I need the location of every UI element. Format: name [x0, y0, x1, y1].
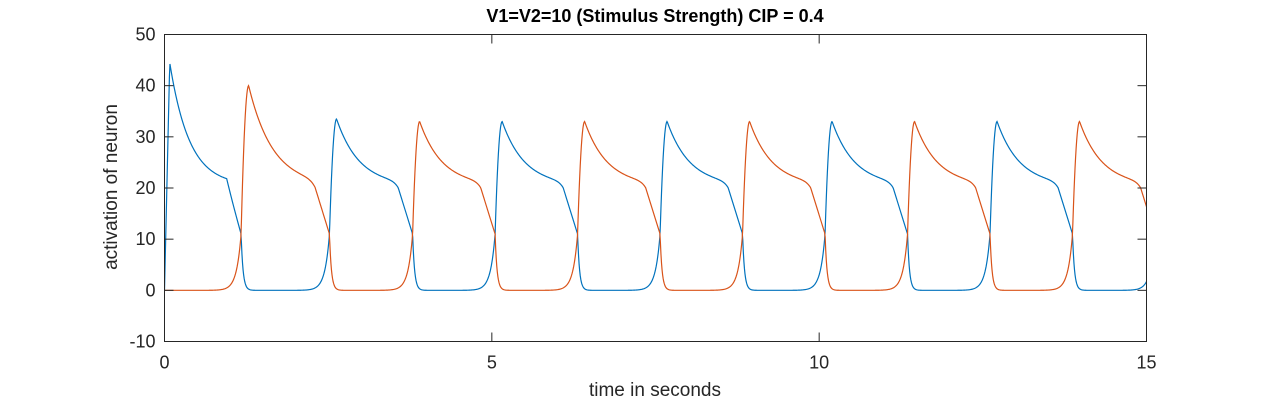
y-axis-label: activation of neuron	[101, 104, 122, 270]
series-line-neuron-1	[164, 63, 1147, 291]
series-line-neuron-2	[164, 84, 1147, 291]
chart-title: V1=V2=10 (Stimulus Strength) CIP = 0.4	[486, 6, 823, 26]
y-tick-label: 20	[135, 178, 155, 198]
x-axis-label: time in seconds	[589, 380, 721, 401]
y-tick-label: 40	[135, 76, 155, 96]
y-tick-label: 0	[145, 280, 155, 300]
y-tick-label: -10	[129, 332, 155, 352]
y-tick-label: 10	[135, 229, 155, 249]
x-tick-label: 15	[1136, 353, 1156, 373]
plot-background	[164, 34, 1147, 342]
x-tick-label: 5	[487, 353, 497, 373]
x-tick-label: 10	[809, 353, 829, 373]
y-tick-label: 50	[135, 25, 155, 45]
x-tick-label: 0	[159, 353, 169, 373]
y-tick-label: 30	[135, 127, 155, 147]
